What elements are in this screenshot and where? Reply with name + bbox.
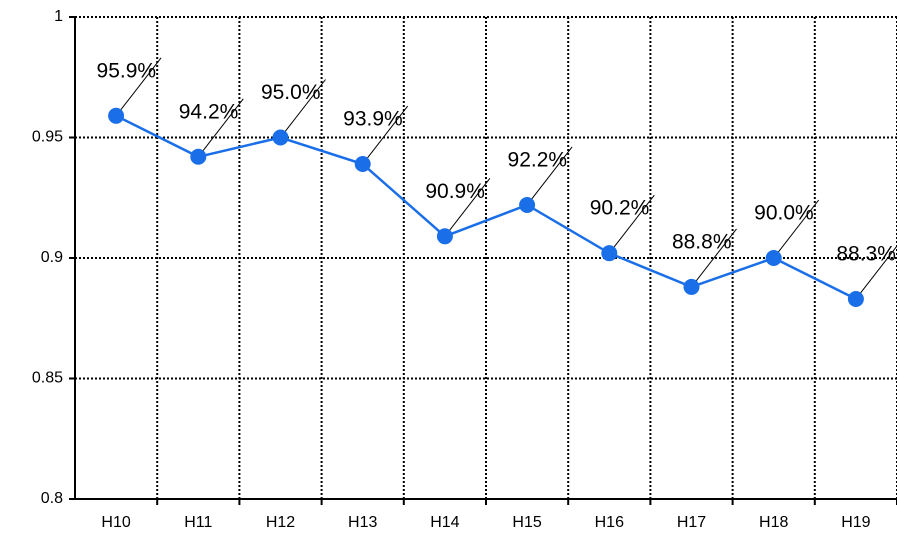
data-label: 88.8%: [672, 230, 732, 253]
marker: [847, 290, 864, 307]
y-tick-label: 0.8: [41, 490, 63, 507]
leader-line: [773, 199, 820, 259]
leader-line: [280, 79, 326, 138]
x-tick-label: H17: [677, 514, 706, 531]
marker: [108, 107, 125, 124]
y-tick-label: 0.85: [32, 370, 63, 387]
leader-line: [691, 228, 737, 288]
marker: [683, 278, 700, 295]
leader-line: [362, 105, 409, 165]
data-label: 94.2%: [179, 100, 239, 123]
marker: [272, 129, 289, 146]
x-tick-label: H14: [430, 514, 459, 531]
x-tick-label: H16: [595, 514, 624, 531]
marker: [519, 196, 536, 213]
data-label: 90.2%: [590, 197, 650, 220]
x-tick-label: H10: [101, 514, 130, 531]
marker: [436, 228, 453, 245]
x-tick-label: H13: [348, 514, 377, 531]
data-label: 92.2%: [508, 149, 568, 172]
marker: [354, 156, 371, 173]
data-label: 90.9%: [425, 180, 485, 203]
y-tick-label: 1: [54, 8, 63, 25]
x-tick-label: H18: [759, 514, 788, 531]
x-tick-label: H12: [266, 514, 295, 531]
data-label: 95.9%: [97, 59, 157, 82]
leader-line: [608, 194, 655, 254]
marker: [601, 245, 618, 262]
y-tick-label: 0.95: [32, 129, 63, 146]
x-tick-label: H19: [841, 514, 870, 531]
marker: [765, 250, 782, 266]
marker: [190, 148, 207, 165]
data-line: [115, 114, 857, 301]
y-tick-label: 0.9: [41, 249, 63, 266]
leader-line: [855, 245, 897, 300]
x-tick-label: H15: [512, 514, 541, 531]
leader-line: [115, 57, 162, 117]
leader-line: [444, 178, 491, 237]
data-label: 90.0%: [754, 202, 814, 225]
x-tick-label: H11: [184, 514, 212, 531]
data-label: 95.0%: [261, 81, 321, 104]
data-label: 88.3%: [836, 243, 896, 266]
leader-line: [526, 146, 573, 206]
data-label: 93.9%: [343, 108, 403, 131]
leader-line: [197, 98, 244, 158]
